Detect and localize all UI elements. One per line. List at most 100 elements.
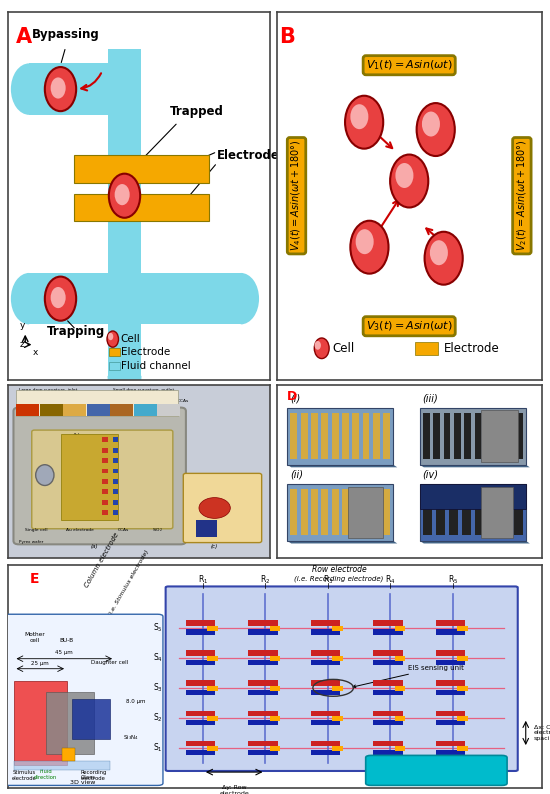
Bar: [270, 746, 280, 751]
Bar: [423, 489, 432, 535]
Bar: [433, 414, 440, 459]
Bar: [87, 404, 109, 416]
Circle shape: [107, 331, 118, 347]
Bar: [373, 650, 403, 656]
Text: MEAs: MEAs: [68, 462, 85, 468]
Text: Au electrode: Au electrode: [66, 528, 94, 532]
Bar: [14, 681, 67, 765]
Bar: [207, 686, 218, 691]
Bar: [436, 719, 465, 725]
Bar: [321, 414, 328, 459]
Bar: [362, 489, 370, 535]
Bar: [514, 489, 522, 535]
Polygon shape: [287, 464, 397, 468]
Bar: [383, 489, 390, 535]
Bar: [186, 719, 215, 725]
Bar: [457, 716, 467, 721]
Bar: [186, 750, 215, 755]
Circle shape: [425, 232, 463, 285]
Bar: [475, 414, 481, 459]
Text: R$_1$: R$_1$: [198, 574, 208, 587]
Bar: [301, 414, 307, 459]
Circle shape: [395, 163, 414, 188]
Bar: [436, 741, 465, 746]
Text: (i): (i): [290, 393, 300, 403]
Bar: [457, 656, 467, 661]
Text: (b): (b): [72, 433, 80, 438]
Bar: [16, 404, 39, 416]
Bar: [436, 620, 465, 626]
Bar: [113, 468, 118, 473]
Bar: [29, 273, 108, 325]
Text: (c): (c): [211, 544, 218, 549]
Bar: [186, 711, 215, 716]
Bar: [248, 690, 278, 696]
Bar: [113, 479, 118, 484]
Bar: [60, 434, 118, 520]
Bar: [373, 719, 403, 725]
Text: (a): (a): [91, 544, 98, 549]
Text: 45 µm: 45 µm: [56, 650, 73, 655]
Bar: [248, 650, 278, 656]
Bar: [102, 479, 108, 484]
Bar: [457, 746, 467, 751]
Bar: [108, 64, 141, 115]
Text: Pyrex wafer: Pyrex wafer: [19, 540, 43, 544]
Bar: [311, 630, 340, 635]
Circle shape: [315, 341, 321, 349]
Text: SiO$_2$: SiO$_2$: [152, 526, 163, 534]
Text: Stimulus
electrode: Stimulus electrode: [12, 770, 37, 781]
FancyBboxPatch shape: [183, 473, 262, 542]
Text: Daughter cell: Daughter cell: [91, 661, 128, 665]
Text: $V_3(t) = Asin(\omega t)$: $V_3(t) = Asin(\omega t)$: [366, 319, 453, 333]
Bar: [270, 656, 280, 661]
Bar: [332, 746, 343, 751]
Bar: [373, 680, 403, 686]
Bar: [373, 489, 380, 535]
Bar: [332, 489, 339, 535]
Text: (iii): (iii): [422, 393, 438, 403]
Bar: [113, 510, 118, 515]
Bar: [207, 656, 218, 661]
Bar: [342, 489, 349, 535]
Circle shape: [350, 104, 369, 129]
Bar: [394, 656, 405, 661]
Text: S$_2$: S$_2$: [153, 711, 163, 724]
Bar: [102, 448, 108, 453]
Bar: [74, 194, 210, 222]
Bar: [113, 458, 118, 463]
Bar: [248, 680, 278, 686]
Bar: [436, 711, 465, 716]
Text: Small drop curvature, outlet: Small drop curvature, outlet: [113, 388, 174, 392]
Text: Single cell: Single cell: [25, 528, 48, 532]
Bar: [186, 690, 215, 696]
Bar: [113, 499, 118, 504]
Text: R$_4$: R$_4$: [385, 574, 395, 587]
Bar: [311, 660, 340, 665]
Text: Large drop curvature, inlet: Large drop curvature, inlet: [19, 388, 77, 392]
FancyBboxPatch shape: [3, 615, 163, 785]
Circle shape: [356, 229, 373, 254]
Bar: [436, 489, 444, 535]
Bar: [423, 414, 430, 459]
Bar: [46, 692, 94, 754]
Bar: [248, 660, 278, 665]
Bar: [362, 414, 370, 459]
Text: Recording
electrode: Recording electrode: [80, 770, 107, 781]
Bar: [332, 626, 343, 631]
Wedge shape: [108, 376, 141, 399]
Text: R$_5$: R$_5$: [448, 574, 458, 587]
Text: S$_5$: S$_5$: [153, 622, 163, 634]
Bar: [109, 362, 120, 370]
Text: Si$_3$N$_4$: Si$_3$N$_4$: [123, 733, 139, 742]
Bar: [436, 660, 465, 665]
Circle shape: [114, 184, 130, 205]
Bar: [186, 630, 215, 635]
Text: Assembled view: Assembled view: [399, 766, 475, 775]
Circle shape: [345, 96, 383, 148]
Bar: [436, 650, 465, 656]
Bar: [444, 414, 450, 459]
Text: (iv): (iv): [422, 469, 438, 480]
Bar: [505, 414, 513, 459]
Text: 3D view: 3D view: [70, 781, 96, 785]
